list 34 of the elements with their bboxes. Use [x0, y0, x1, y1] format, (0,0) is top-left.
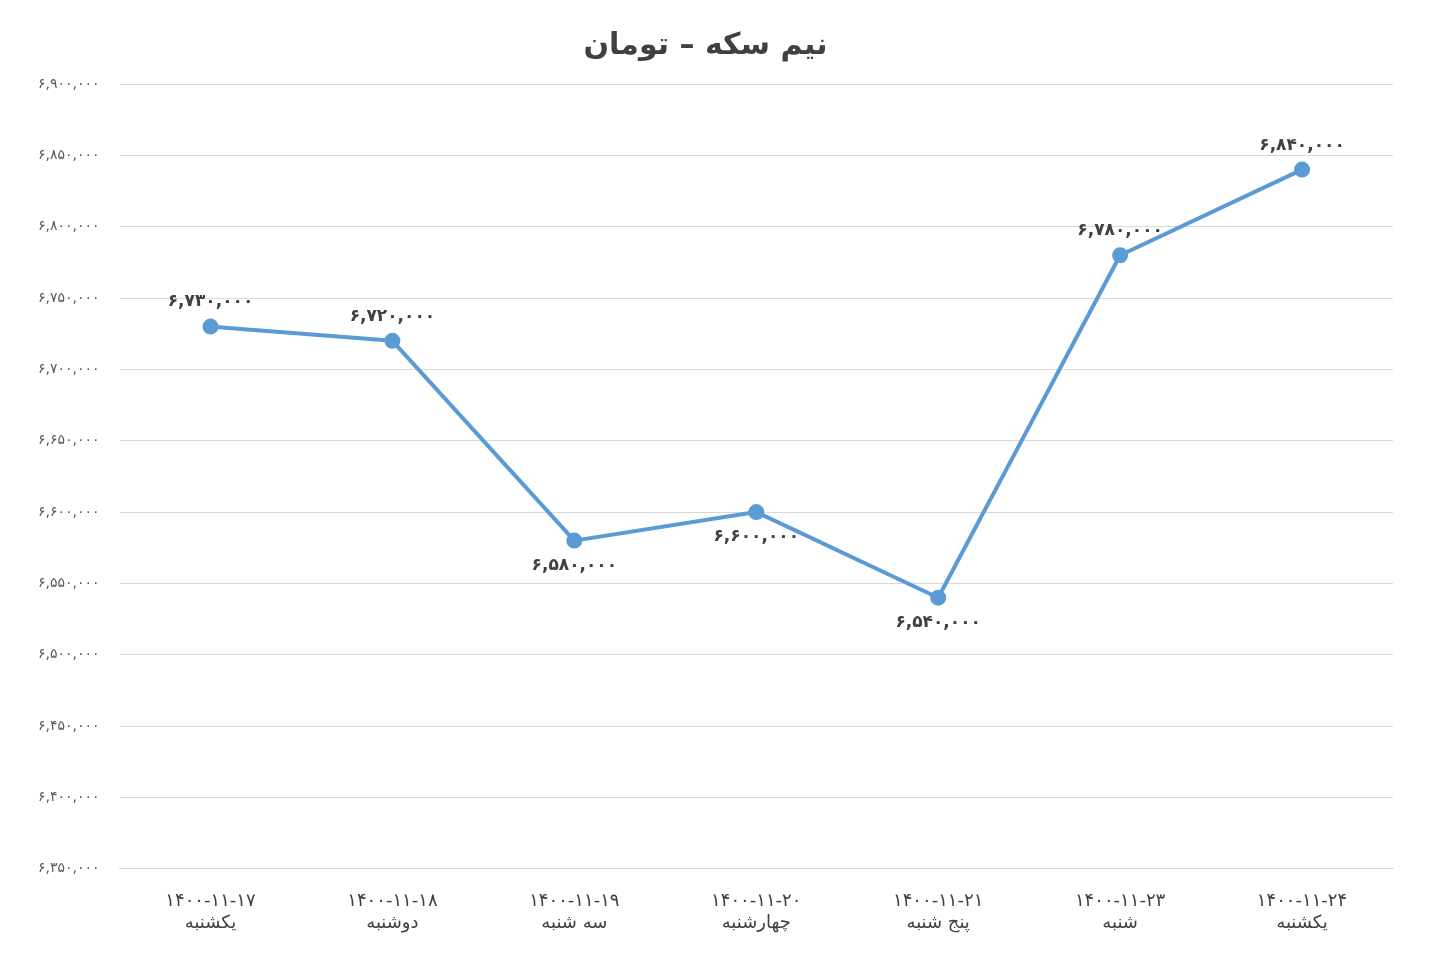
data-label: ۶,۵۴۰,۰۰۰: [895, 610, 981, 631]
y-tick-label: ۶,۷۰۰,۰۰۰: [37, 360, 100, 377]
y-tick-label: ۶,۵۵۰,۰۰۰: [37, 574, 100, 591]
y-tick-label: ۶,۷۵۰,۰۰۰: [37, 288, 100, 305]
point: [930, 589, 947, 606]
x-tick-label: ۱۴۰۰-۱۱-۱۹ سه شنبه: [529, 889, 620, 932]
data-label: ۶,۷۲۰,۰۰۰: [349, 304, 436, 325]
x-tick-label: ۱۴۰۰-۱۱-۲۳ شنبه: [1074, 889, 1166, 932]
chart-title: نیم سکه – تومان: [583, 25, 828, 62]
point: [384, 332, 401, 349]
y-tick-label: ۶,۶۰۰,۰۰۰: [37, 502, 100, 519]
point: [566, 532, 583, 549]
y-tick-label: ۶,۶۵۰,۰۰۰: [37, 431, 100, 448]
point: [1112, 247, 1129, 264]
point: [748, 504, 765, 521]
x-tick-label: ۱۴۰۰-۱۱-۲۱ پنج شنبه: [893, 889, 984, 933]
y-tick-label: ۶,۸۵۰,۰۰۰: [37, 145, 100, 162]
data-label: ۶,۷۸۰,۰۰۰: [1077, 219, 1163, 240]
point: [1294, 161, 1311, 178]
x-tick-label: ۱۴۰۰-۱۱-۱۷ یکشنبه: [165, 889, 256, 932]
x-tick-label: ۱۴۰۰-۱۱-۲۰ چهارشنبه: [711, 889, 802, 933]
y-tick-label: ۶,۸۰۰,۰۰۰: [37, 217, 100, 234]
y-tick-label: ۶,۹۰۰,۰۰۰: [37, 74, 100, 91]
y-tick-label: ۶,۳۵۰,۰۰۰: [37, 859, 100, 876]
x-tick-label: ۱۴۰۰-۱۱-۱۸ دوشنبه: [347, 889, 438, 933]
data-label: ۶,۷۳۰,۰۰۰: [167, 290, 254, 311]
x-tick-label: ۱۴۰۰-۱۱-۲۴ یکشنبه: [1256, 889, 1348, 932]
data-label: ۶,۶۰۰,۰۰۰: [713, 524, 800, 545]
data-label: ۶,۵۸۰,۰۰۰: [531, 553, 618, 574]
data-label: ۶,۸۴۰,۰۰۰: [1259, 133, 1345, 154]
y-tick-label: ۶,۵۰۰,۰۰۰: [37, 645, 100, 662]
y-tick-label: ۶,۴۰۰,۰۰۰: [37, 788, 100, 805]
point: [202, 318, 219, 335]
y-tick-label: ۶,۴۵۰,۰۰۰: [37, 716, 100, 733]
